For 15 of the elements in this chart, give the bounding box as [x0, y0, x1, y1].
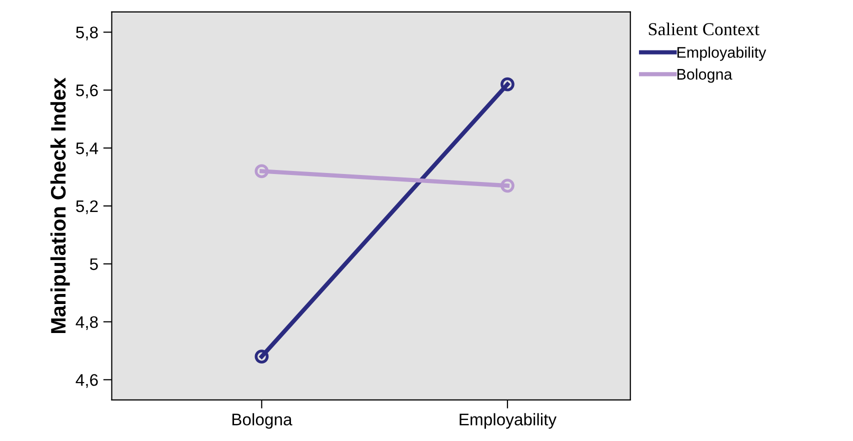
legend-label: Bologna — [677, 68, 732, 83]
y-tick-label: 5,2 — [76, 200, 98, 214]
y-tick-label: 5,4 — [76, 142, 98, 156]
y-axis-title: Manipulation Check Index — [50, 78, 70, 334]
y-tick-label: 5,6 — [76, 84, 98, 98]
point — [254, 350, 269, 364]
point — [254, 164, 269, 178]
y-tick-label: 5,8 — [76, 26, 98, 40]
point — [500, 178, 514, 193]
y-tick-label: 4,8 — [76, 316, 98, 330]
y-tick-label: 5 — [90, 258, 98, 270]
legend-label: Employability — [677, 46, 766, 61]
y-tick-label: 4,6 — [76, 374, 98, 388]
legend-title: Salient Context — [648, 22, 760, 36]
point — [500, 77, 514, 92]
